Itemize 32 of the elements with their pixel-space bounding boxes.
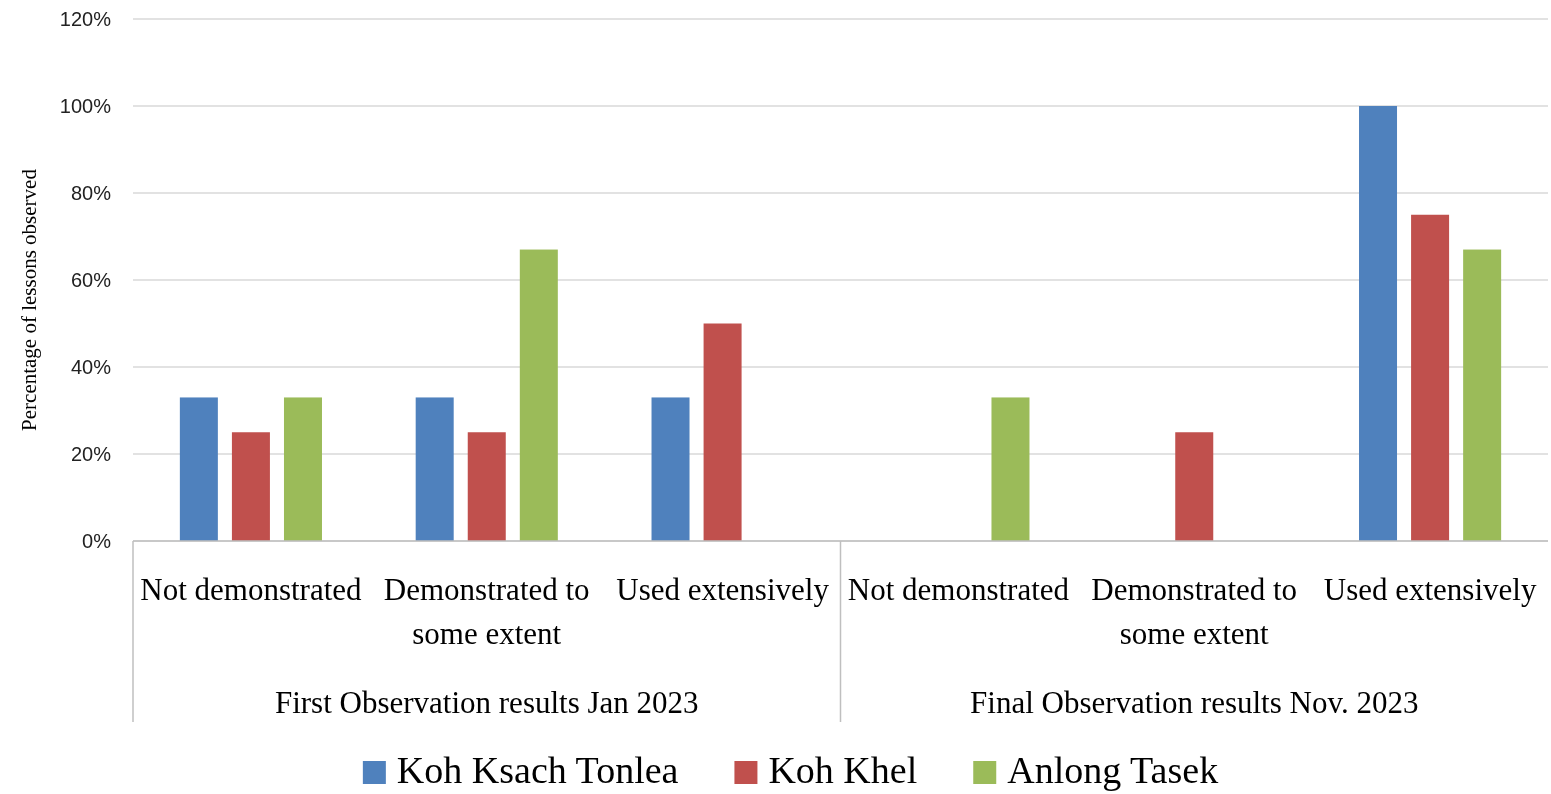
text: Final Observation results Nov. 2023 [970,685,1419,720]
bar [467,432,506,541]
y-tick-label: 40% [70,355,112,378]
y-tick-label: 60% [70,268,112,291]
x-tick-label: Used extensively [1323,572,1537,607]
bar [179,397,218,541]
bar [519,249,558,541]
bar [1411,214,1450,541]
y-tick-label: 120% [59,7,112,30]
x-tick-label: Not demonstrated [140,572,363,607]
bar [651,397,690,541]
y-tick-label: 100% [59,94,112,117]
bar [703,323,742,541]
bar [1463,249,1502,541]
bar [1175,432,1214,541]
bar [991,397,1030,541]
bar [1359,106,1398,541]
y-tick-label: 80% [70,181,112,204]
x-tick-label: Used extensively [616,572,830,607]
y-axis-title: Percentage of lessons observed [17,168,41,431]
text: First Observation results Jan 2023 [274,685,699,720]
x-tick-label: Demonstrated to some extent [383,572,590,651]
bar [283,397,322,541]
legend-label: Anlong Tasek [1007,749,1219,791]
legend-label: Koh Ksach Tonlea [396,749,679,791]
y-tick-label: 20% [70,442,112,465]
x-tick-label: Not demonstrated [847,572,1070,607]
bar [415,397,454,541]
y-tick-label: 0% [82,529,112,552]
x-tick-label: Demonstrated to some extent [1091,572,1298,651]
bar [231,432,270,541]
legend-label: Koh Khel [768,749,918,791]
